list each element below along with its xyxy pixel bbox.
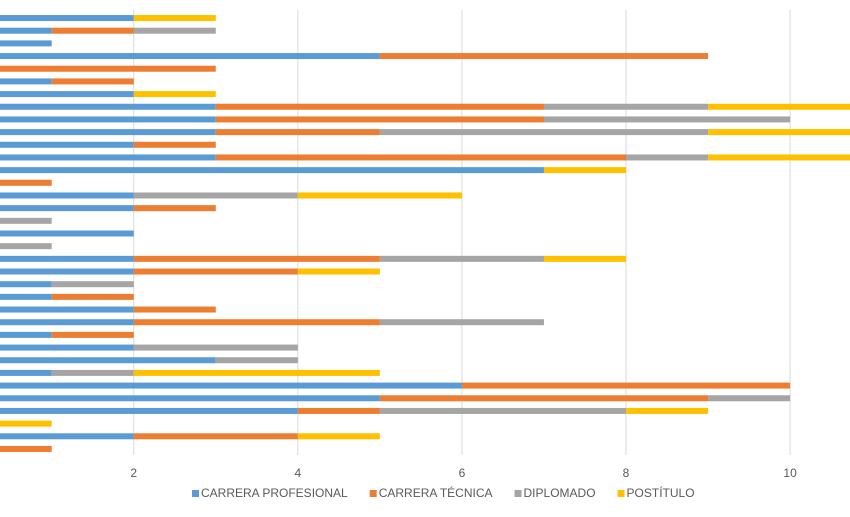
bar-segment bbox=[297, 192, 462, 199]
bar-segment bbox=[215, 357, 298, 364]
bar-segment bbox=[379, 129, 709, 136]
legend: CARRERA PROFESIONAL CARRERA TÉCNICA DIPLOM… bbox=[192, 485, 695, 500]
bar-segment bbox=[0, 179, 52, 186]
bar-segment bbox=[133, 15, 216, 22]
bar-segment bbox=[0, 230, 134, 237]
bar-segment bbox=[0, 167, 544, 174]
bar-segment bbox=[379, 407, 627, 414]
bar-segment bbox=[215, 116, 544, 123]
bar-segment bbox=[379, 395, 709, 402]
bar-segment bbox=[0, 40, 52, 47]
legend-label: CARRERA TÉCNICA bbox=[379, 485, 493, 500]
bar-segment bbox=[133, 344, 298, 351]
bar-segment bbox=[461, 382, 791, 389]
bar-segment bbox=[297, 268, 380, 275]
bar-segment bbox=[133, 268, 298, 275]
bar-segment bbox=[0, 293, 52, 300]
bar-segment bbox=[708, 154, 850, 161]
legend-swatch bbox=[617, 490, 625, 497]
bar-segment bbox=[626, 154, 709, 161]
bar-segment bbox=[0, 433, 134, 440]
bar-segment bbox=[133, 205, 216, 212]
bar-segment bbox=[133, 192, 298, 199]
bar-segment bbox=[626, 407, 709, 414]
bar-segment bbox=[0, 27, 52, 34]
bar-segment bbox=[0, 319, 134, 326]
bar-segment bbox=[0, 344, 134, 351]
bar-segment bbox=[543, 116, 791, 123]
bar-segment bbox=[379, 255, 544, 262]
x-tick-label: 4 bbox=[294, 466, 301, 480]
bar-segment bbox=[708, 103, 850, 110]
x-tick-label: 10 bbox=[783, 466, 797, 480]
bar-segment bbox=[0, 91, 134, 98]
bar-segment bbox=[543, 255, 627, 262]
bar-segment bbox=[215, 129, 380, 136]
bar-segment bbox=[51, 281, 134, 288]
bar-segment bbox=[0, 205, 134, 212]
bar-segment bbox=[133, 91, 216, 98]
bar-segment bbox=[0, 420, 52, 427]
grid: 2 4 6 8 10 bbox=[130, 10, 797, 480]
bar-segment bbox=[708, 395, 791, 402]
bar-segment bbox=[0, 445, 52, 452]
legend-label: CARRERA PROFESIONAL bbox=[201, 486, 348, 500]
bar-segment bbox=[51, 369, 134, 376]
bar-segment bbox=[0, 53, 380, 60]
legend-swatch bbox=[369, 490, 377, 497]
x-tick-label: 6 bbox=[459, 466, 466, 480]
bar-segment bbox=[0, 369, 52, 376]
legend-label: DIPLOMADO bbox=[524, 486, 596, 500]
bar-segment bbox=[0, 281, 52, 288]
bar-segment bbox=[0, 141, 134, 148]
bar-segment bbox=[51, 293, 134, 300]
bar-segment bbox=[133, 433, 298, 440]
bar-segment bbox=[133, 255, 380, 262]
bar-segment bbox=[0, 331, 52, 338]
bar-segment bbox=[297, 433, 380, 440]
bar-segment bbox=[379, 319, 544, 326]
bar-segment bbox=[708, 129, 850, 136]
bar-segment bbox=[543, 103, 709, 110]
bar-segment bbox=[0, 116, 216, 123]
bar-segment bbox=[0, 395, 380, 402]
bar-segment bbox=[0, 268, 134, 275]
bar-segment bbox=[0, 78, 52, 85]
bar-segment bbox=[215, 154, 627, 161]
bar-segment bbox=[0, 255, 134, 262]
bar-segment bbox=[0, 154, 216, 161]
bar-segment bbox=[0, 129, 216, 136]
bar-segment bbox=[0, 357, 216, 364]
bar-segment bbox=[0, 103, 216, 110]
legend-label: POSTÍTULO bbox=[627, 485, 695, 500]
x-tick-label: 8 bbox=[623, 466, 630, 480]
bar-segment bbox=[0, 243, 52, 250]
bar-segment bbox=[51, 78, 134, 85]
bar-segment bbox=[0, 217, 52, 224]
bar-segment bbox=[133, 369, 380, 376]
bar-segment bbox=[0, 65, 216, 72]
bar-segment bbox=[543, 167, 627, 174]
legend-swatch bbox=[192, 490, 199, 497]
bar-segment bbox=[0, 382, 462, 389]
bars bbox=[0, 15, 850, 452]
bar-segment bbox=[215, 103, 544, 110]
bar-segment bbox=[51, 331, 134, 338]
bar-segment bbox=[0, 306, 134, 313]
legend-swatch bbox=[514, 490, 522, 497]
bar-segment bbox=[0, 407, 298, 414]
bar-segment bbox=[133, 306, 216, 313]
bar-segment bbox=[133, 319, 380, 326]
bar-segment bbox=[51, 27, 134, 34]
bar-segment bbox=[133, 141, 216, 148]
x-tick-label: 2 bbox=[130, 466, 137, 480]
bar-segment bbox=[133, 27, 216, 34]
bar-segment bbox=[297, 407, 380, 414]
bar-segment bbox=[379, 53, 709, 60]
bar-segment bbox=[0, 15, 134, 22]
bar-segment bbox=[0, 192, 134, 199]
